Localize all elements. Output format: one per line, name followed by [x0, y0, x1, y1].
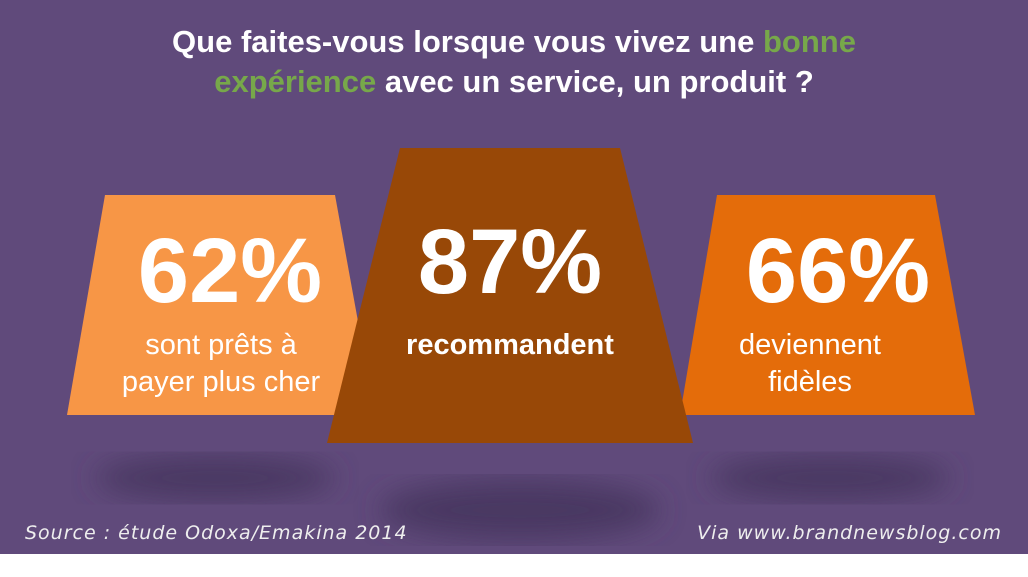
shadow-right	[710, 456, 950, 500]
infographic-card: Que faites-vous lorsque vous vivez une b…	[0, 0, 1028, 554]
stat-shape-middle	[327, 148, 693, 443]
stat-label-middle: recommandent	[406, 329, 614, 361]
stat-label-right: deviennent fidèles	[739, 329, 881, 398]
shadow-left	[95, 456, 335, 500]
stat-label-left: sont prêts à payer plus cher	[121, 329, 321, 398]
source-note: Source : étude Odoxa/Emakina 2014	[25, 522, 408, 544]
page-title: Que faites-vous lorsque vous vivez une b…	[172, 24, 856, 99]
stat-value-right: 66%	[745, 220, 931, 322]
stat-shape-right	[680, 195, 975, 415]
shadow-middle	[380, 480, 660, 540]
trapezoid-shapes	[67, 148, 975, 540]
stat-value-middle: 87%	[417, 211, 603, 313]
stat-shape-left	[67, 195, 375, 415]
stat-value-left: 62%	[137, 220, 323, 322]
via-link: Via www.brandnewsblog.com	[697, 522, 1002, 544]
